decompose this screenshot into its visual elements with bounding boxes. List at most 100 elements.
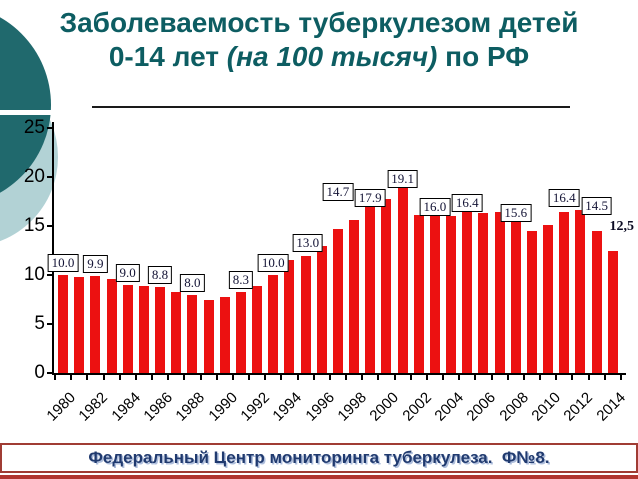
y-axis-label-20: 20	[23, 166, 45, 187]
bar-1996	[316, 245, 327, 373]
decorative-white-line	[0, 110, 58, 115]
y-tick	[47, 225, 53, 227]
bar-1989	[203, 300, 214, 373]
x-axis-label-2002: 2002	[399, 389, 435, 425]
x-tick	[458, 375, 461, 380]
x-tick	[183, 375, 186, 380]
data-label-2005: 16.4	[451, 194, 483, 213]
x-axis-label-2004: 2004	[431, 389, 468, 425]
x-tick	[474, 375, 477, 380]
bar-1992	[252, 285, 263, 373]
bar-2006	[478, 213, 489, 373]
data-label-1999: 17.9	[354, 188, 386, 207]
x-axis-label-2006: 2006	[463, 389, 500, 425]
x-tick	[345, 375, 348, 380]
bar-1997	[332, 228, 343, 373]
x-axis-label-2012: 2012	[560, 389, 597, 425]
x-axis-label-2014: 2014	[593, 389, 629, 425]
page-title: Заболеваемость туберкулезом детей 0-14 л…	[0, 6, 638, 74]
bar-1991	[235, 291, 246, 373]
x-tick	[312, 375, 315, 380]
title-line2: 0-14 лет (на 100 тысяч) по РФ	[108, 41, 530, 72]
data-label-1986: 8.8	[147, 265, 173, 284]
data-label-1984: 9.0	[115, 263, 140, 282]
bar-2002	[413, 215, 424, 373]
data-label-1982: 9.9	[83, 254, 108, 273]
x-axis-label-1996: 1996	[302, 389, 338, 425]
x-tick	[151, 375, 154, 380]
data-label-1991: 8.3	[228, 270, 253, 289]
bar-1984	[122, 284, 133, 373]
source-banner-text: Федеральный Центр мониторинга туберкулез…	[88, 448, 550, 467]
bar-1993	[268, 275, 279, 373]
x-tick	[102, 375, 105, 380]
data-label-1996: 13.0	[292, 233, 324, 252]
x-tick	[231, 375, 234, 380]
x-axis-label-2008: 2008	[496, 389, 532, 425]
y-tick	[47, 372, 53, 374]
x-axis-label-1990: 1990	[205, 389, 241, 425]
y-tick	[47, 127, 53, 129]
x-axis-line	[52, 373, 626, 375]
bar-2009	[526, 230, 537, 373]
x-axis-label-1998: 1998	[334, 389, 371, 425]
y-axis-label-5: 5	[34, 313, 45, 334]
x-tick	[506, 375, 509, 380]
x-tick	[296, 375, 299, 380]
data-label-1988: 8.0	[180, 273, 205, 292]
x-tick	[425, 375, 428, 380]
bar-1998	[349, 220, 360, 373]
bar-1986	[155, 286, 166, 373]
y-tick	[47, 323, 53, 325]
x-tick	[86, 375, 89, 380]
data-label-2014: 12,5	[609, 218, 635, 234]
bar-1980	[58, 275, 68, 373]
bar-2001	[397, 185, 408, 373]
x-tick	[522, 375, 525, 380]
source-banner: Федеральный Центр мониторинга туберкулез…	[0, 443, 638, 473]
bar-2014	[607, 250, 618, 373]
bar-1988	[187, 294, 198, 373]
bar-1995	[300, 256, 311, 373]
x-tick	[377, 375, 380, 380]
x-axis-label-1982: 1982	[75, 389, 112, 425]
x-tick	[328, 375, 331, 380]
bar-1982	[90, 275, 101, 373]
x-tick	[555, 375, 558, 380]
data-label-1993: 10.0	[257, 254, 289, 272]
x-tick	[54, 375, 56, 380]
x-tick	[167, 375, 170, 380]
x-tick	[70, 375, 73, 380]
x-tick	[571, 375, 574, 380]
x-tick	[215, 375, 218, 380]
x-tick	[539, 375, 542, 380]
tb-incidence-bar-chart: 0 5 10 15 20 25 1980 1982 1984 1986 1988 1990 1992 19…	[23, 117, 635, 425]
bar-1981	[74, 276, 85, 373]
data-label-2003: 16.0	[419, 198, 451, 217]
bar-2007	[494, 212, 505, 373]
x-axis-label-1984: 1984	[108, 389, 144, 425]
bar-2011	[559, 212, 570, 373]
bottom-red-line	[0, 475, 638, 479]
bar-2010	[543, 225, 554, 373]
x-axis-label-1992: 1992	[237, 389, 274, 425]
x-tick	[393, 375, 396, 380]
x-tick	[118, 375, 121, 380]
x-tick	[264, 375, 267, 380]
bar-2005	[462, 212, 473, 373]
y-axis-label-25: 25	[23, 117, 45, 138]
y-axis-label-10: 10	[23, 264, 45, 285]
data-label-1980: 10.0	[47, 254, 79, 272]
bar-2003	[429, 216, 440, 373]
x-axis-label-1994: 1994	[269, 389, 306, 425]
x-tick	[248, 375, 251, 380]
data-label-2008: 15.6	[500, 204, 532, 223]
y-tick	[47, 274, 53, 276]
bar-1999	[365, 197, 376, 373]
x-tick	[619, 375, 622, 380]
bar-1994	[284, 260, 295, 373]
x-tick	[409, 375, 412, 380]
title-line1: Заболеваемость туберкулезом детей	[59, 7, 579, 38]
y-tick	[47, 176, 53, 178]
